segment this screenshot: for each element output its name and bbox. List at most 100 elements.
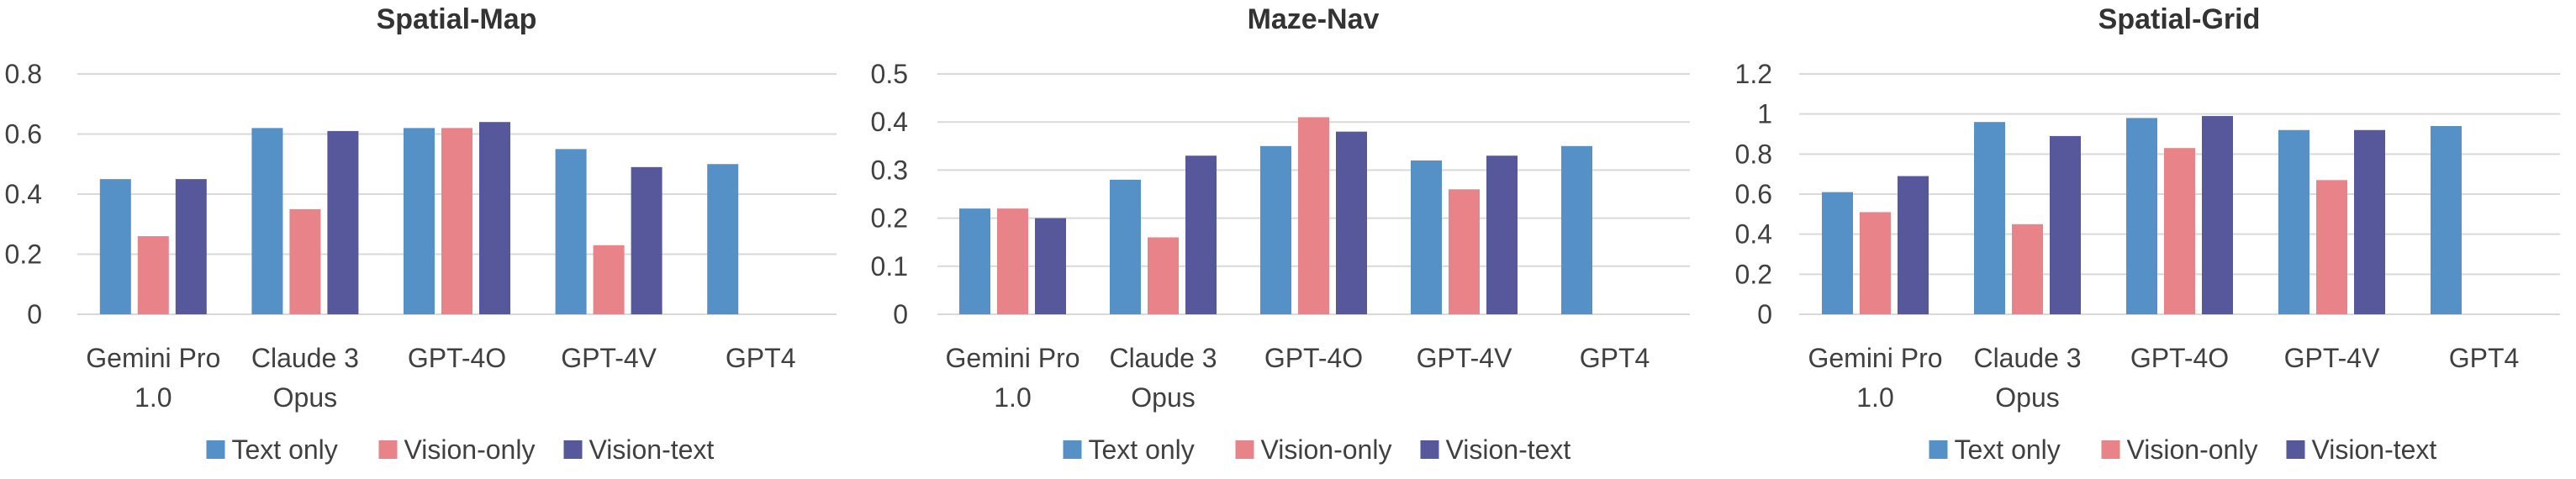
bar-vision-only [441,128,472,314]
legend: Text only Vision-only Vision-text [1063,434,1571,465]
bar-vision-text [175,179,207,314]
category-label: Opus [1995,382,2059,413]
bar-text-only [2278,129,2309,314]
legend-label: Vision-text [1446,434,1571,465]
category-label: Opus [1131,382,1195,413]
bar-vision-text [1336,131,1367,314]
y-tick-label: 0.3 [871,155,908,185]
bar-vision-only [1298,117,1329,314]
legend-swatch [1420,440,1439,459]
y-tick-label: 0.6 [5,119,42,150]
bar-vision-only [1860,212,1891,314]
legend-label: Text only [1089,434,1195,465]
bar-vision-text [1898,176,1929,314]
legend-swatch [378,440,398,459]
y-tick-label: 0 [893,299,908,329]
bar-vision-only [997,208,1028,314]
bar-text-only [1110,179,1141,314]
chart-panel: Maze-Nav 0 0.1 0.2 0.3 0.4 0.5 Gemini Pro 1.0 Cla… [871,3,1690,465]
legend-label: Vision-only [2127,434,2258,465]
bar-vision-only [2164,148,2195,314]
category-label: 1.0 [135,382,172,413]
legend-label: Vision-only [404,434,536,465]
y-tick-label: 0 [1757,299,1772,329]
bar-text-only [99,179,131,314]
bar-vision-only [2316,180,2347,314]
y-tick-label: 0.2 [5,239,42,270]
legend-label: Vision-text [589,434,715,465]
bar-vision-text [327,130,359,314]
y-tick-label: 0.8 [5,59,42,89]
legend-swatch [2101,440,2120,459]
legend-swatch [1929,440,1948,459]
bar-vision-text [479,122,510,314]
category-label: GPT4 [726,343,796,373]
bar-text-only [707,164,739,314]
category-label: GPT-4O [2130,343,2229,373]
y-tick-label: 0.5 [871,59,908,89]
category-label: GPT4 [2449,343,2520,373]
y-tick-label: 0.4 [1735,219,1772,250]
bar-vision-text [2354,129,2385,314]
bar-vision-text [631,166,662,314]
category-label: GPT-4V [2284,343,2380,373]
y-tick-label: 0 [27,299,42,329]
y-tick-label: 0.6 [1735,179,1772,209]
legend-swatch [1063,440,1082,459]
category-label: 1.0 [994,382,1031,413]
chart-title: Spatial-Map [377,3,537,35]
category-label: GPT4 [1580,343,1650,373]
category-label: Gemini Pro [945,343,1079,373]
y-tick-label: 0.4 [5,179,42,209]
bar-text-only [251,128,283,314]
bar-vision-only [593,245,625,314]
bar-text-only [959,208,990,314]
y-tick-label: 1.2 [1735,59,1772,89]
category-label: Opus [273,382,337,413]
y-tick-label: 0.4 [871,107,908,137]
bar-vision-text [1035,218,1066,314]
legend-swatch [206,440,225,459]
category-label: GPT-4V [561,343,657,373]
category-label: GPT-4O [1264,343,1363,373]
category-label: 1.0 [1856,382,1893,413]
chart-title: Maze-Nav [1248,3,1380,35]
y-tick-label: 1 [1757,99,1772,129]
category-label: Gemini Pro [1808,343,1942,373]
bar-vision-text [1486,155,1518,314]
legend-swatch [563,440,583,459]
legend: Text only Vision-only Vision-text [1929,434,2437,465]
bar-text-only [404,128,435,314]
legend-label: Vision-text [2312,434,2437,465]
legend-label: Vision-only [1261,434,1392,465]
legend-label: Text only [232,434,338,465]
chart-panel: Spatial-Map 0 0.2 0.4 0.6 0.8 Gemini Pro 1.0 Cla… [5,3,837,465]
bar-vision-only [1148,237,1179,314]
y-tick-label: 0.1 [871,251,908,282]
bar-text-only [2126,118,2157,314]
category-label: Claude 3 [1109,343,1217,373]
chart-panel: Spatial-Grid 0 0.2 0.4 0.6 0.8 1 1.2 Gemini Pro 1… [1735,3,2560,465]
category-label: GPT-4O [408,343,506,373]
legend-swatch [2286,440,2305,459]
y-tick-label: 0.2 [871,203,908,234]
category-label: Claude 3 [1973,343,2081,373]
bar-text-only [1561,145,1592,314]
bar-text-only [555,149,587,314]
legend-label: Text only [1955,434,2061,465]
bar-text-only [1411,160,1442,314]
category-label: Claude 3 [251,343,359,373]
chart-title: Spatial-Grid [2098,3,2261,35]
bar-text-only [1260,145,1291,314]
bar-vision-only [1449,189,1480,314]
bar-text-only [1822,192,1853,314]
bar-text-only [2431,125,2462,314]
bar-vision-only [137,236,169,314]
y-tick-label: 0.2 [1735,259,1772,289]
bar-vision-only [289,208,321,314]
bar-vision-only [2012,224,2043,314]
legend: Text only Vision-only Vision-text [206,434,715,465]
y-tick-label: 0.8 [1735,139,1772,169]
